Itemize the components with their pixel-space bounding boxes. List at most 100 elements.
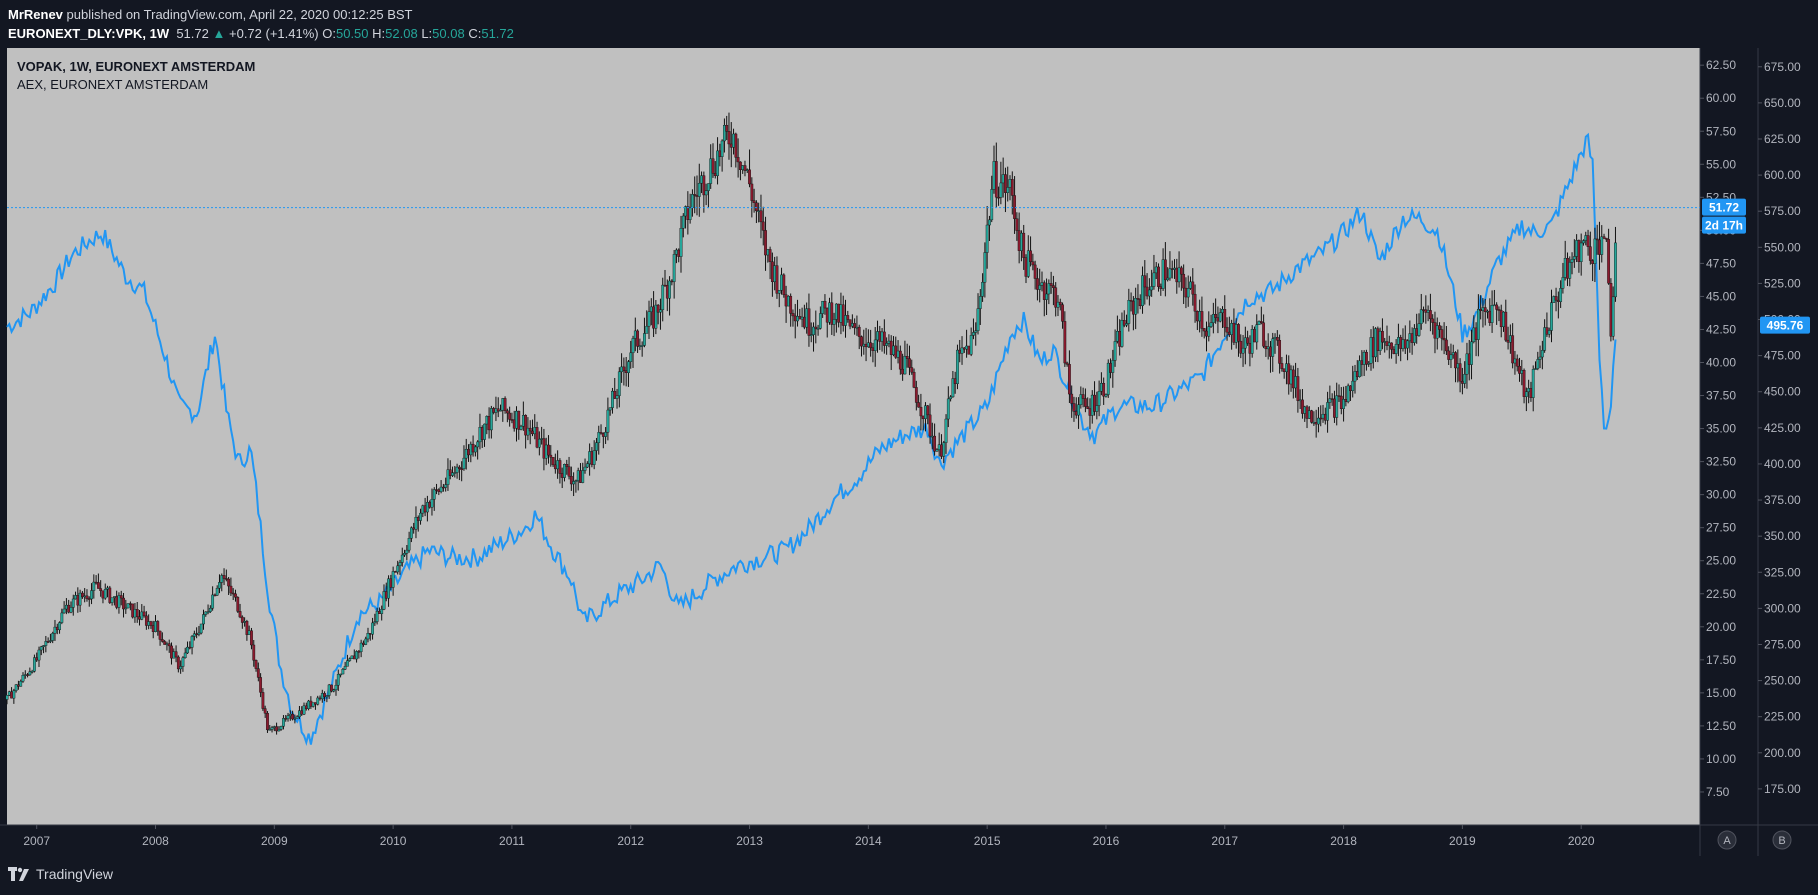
aex-series xyxy=(6,132,1617,747)
candle-body xyxy=(179,666,183,670)
candle-body xyxy=(812,326,815,335)
candle-body xyxy=(670,280,674,283)
candle-body xyxy=(416,517,420,521)
candle-body xyxy=(1253,329,1256,343)
candle-body xyxy=(946,398,950,420)
candle-body xyxy=(930,435,934,438)
candle-body xyxy=(873,339,877,351)
candle-body xyxy=(882,331,886,346)
plot-area[interactable] xyxy=(7,48,1700,825)
candle-body xyxy=(1440,329,1444,339)
candle-body xyxy=(988,219,991,226)
candle-body xyxy=(967,345,971,355)
candle-body xyxy=(1570,259,1574,263)
candle-body xyxy=(910,367,914,373)
candle-body xyxy=(850,323,854,327)
candle-body xyxy=(547,444,550,456)
left-tick-label: 32.50 xyxy=(1706,455,1736,469)
scale-button-b-circle[interactable] xyxy=(1772,830,1792,850)
candle-body xyxy=(1303,406,1307,414)
candle-body xyxy=(1547,330,1551,335)
candle-body xyxy=(1081,394,1085,399)
chart-canvas[interactable]: 62.5060.0057.5055.0052.5050.0047.5045.00… xyxy=(0,48,1818,856)
scale-button-a[interactable]: A xyxy=(1717,830,1737,850)
candle-body xyxy=(1143,275,1147,288)
legend-main-series[interactable]: VOPAK, 1W, EURONEXT AMSTERDAM xyxy=(17,59,255,74)
candle-body xyxy=(195,633,199,635)
candle-body xyxy=(786,295,790,307)
candle-body xyxy=(777,290,781,294)
candle-body xyxy=(519,426,523,430)
candle-body xyxy=(1495,304,1499,310)
right-tick-label: 525.00 xyxy=(1764,276,1801,290)
candle-body xyxy=(1161,259,1165,289)
candle-body xyxy=(489,408,493,431)
candle-body xyxy=(291,713,294,720)
candle-body xyxy=(681,215,685,229)
candle-body xyxy=(640,345,644,347)
candle-body xyxy=(1022,232,1026,258)
scale-button-a-circle[interactable] xyxy=(1717,830,1737,850)
candle-body xyxy=(172,651,176,659)
candle-body xyxy=(1586,235,1590,247)
scale-button-b[interactable]: B xyxy=(1772,830,1792,850)
candle-body xyxy=(44,641,48,646)
left-tick-label: 30.00 xyxy=(1706,488,1736,502)
time-axis-panel[interactable] xyxy=(0,825,1818,856)
candle-body xyxy=(1579,242,1583,262)
candle-body xyxy=(314,702,317,705)
candle-body xyxy=(1387,342,1391,346)
candle-body xyxy=(439,486,443,492)
candle-body xyxy=(202,614,205,625)
candle-body xyxy=(1255,324,1259,343)
author-name[interactable]: MrRenev xyxy=(8,7,63,22)
symbol-label[interactable]: EURONEXT_DLY:VPK, 1W xyxy=(8,26,170,41)
last-price-badge: 51.72 xyxy=(1702,198,1746,216)
candle-body xyxy=(1278,340,1282,364)
scale-button-a-label[interactable]: A xyxy=(1723,835,1731,847)
candle-body xyxy=(1545,327,1549,335)
left-tick-labels: 62.5060.0057.5055.0052.5050.0047.5045.00… xyxy=(1700,58,1736,799)
candle-body xyxy=(304,705,308,709)
candle-body xyxy=(942,442,946,457)
candle-body xyxy=(1483,307,1487,312)
candle-body xyxy=(869,342,873,349)
candle-body xyxy=(380,609,384,614)
candle-body xyxy=(1026,250,1030,277)
candle-body xyxy=(428,502,432,508)
candle-body xyxy=(663,284,667,287)
high-value: 52.08 xyxy=(385,26,418,41)
brand-name[interactable]: TradingView xyxy=(36,866,114,882)
right-price-axis-panel[interactable] xyxy=(1758,48,1818,825)
candle-body xyxy=(914,387,918,403)
candle-body xyxy=(1346,385,1350,402)
time-tick-label: 2017 xyxy=(1211,834,1238,848)
candle-body xyxy=(1490,305,1494,323)
candle-body xyxy=(318,697,322,700)
candle-body xyxy=(958,349,962,354)
candle-body xyxy=(569,476,573,485)
candle-body xyxy=(1515,358,1519,367)
candle-body xyxy=(960,347,964,354)
candle-body xyxy=(1209,322,1213,327)
candle-body xyxy=(1017,230,1021,251)
right-tick-label: 200.00 xyxy=(1764,746,1801,760)
candle-body xyxy=(855,326,859,329)
compare-price-badge-bg xyxy=(1760,316,1810,334)
candle-body xyxy=(247,630,251,635)
left-price-axis-panel[interactable] xyxy=(1700,48,1758,825)
candle-body xyxy=(1054,287,1058,308)
candle-body xyxy=(764,230,767,256)
candle-body xyxy=(1575,240,1579,257)
candle-body xyxy=(590,451,594,465)
brand-block[interactable]: TradingView xyxy=(8,866,113,882)
candle-body xyxy=(583,466,587,471)
legend-compare-series[interactable]: AEX, EURONEXT AMSTERDAM xyxy=(17,77,208,92)
candle-body xyxy=(460,468,464,470)
candle-body xyxy=(1177,267,1181,283)
candle-body xyxy=(924,405,927,419)
candle-body xyxy=(643,333,646,346)
scale-button-b-label[interactable]: B xyxy=(1778,835,1785,847)
candle-body xyxy=(572,481,576,485)
candle-body xyxy=(709,158,713,184)
